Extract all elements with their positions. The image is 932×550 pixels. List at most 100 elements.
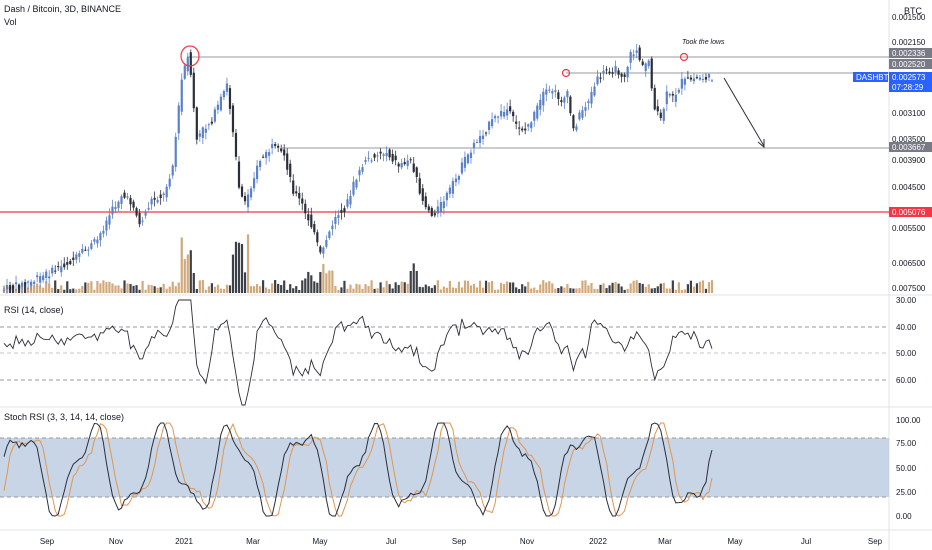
- candle-body: [370, 160, 373, 162]
- candle-body: [225, 83, 229, 92]
- candle-body: [183, 65, 186, 79]
- candle-body: [60, 266, 63, 273]
- candle-body: [557, 92, 560, 100]
- candle-body: [204, 128, 207, 133]
- currency-label[interactable]: BTC: [904, 6, 923, 16]
- volume-bar: [352, 288, 355, 293]
- volume-bar: [153, 286, 156, 293]
- candle-body: [496, 116, 500, 118]
- projection-arrow[interactable]: [723, 77, 765, 147]
- candle-body: [376, 155, 379, 157]
- price-label-text: 07:28:29: [892, 83, 924, 92]
- arrow-head-icon: [757, 139, 765, 149]
- candle-body: [662, 108, 665, 121]
- candle-body: [554, 90, 557, 92]
- annotation-text[interactable]: Took the lows: [682, 39, 725, 46]
- volume-bar: [111, 283, 114, 293]
- volume-bar: [159, 287, 162, 293]
- candle-body: [57, 266, 60, 268]
- price-label-bg: [889, 59, 932, 69]
- stoch-axis[interactable]: 100.00 75.00 50.00 25.00 0.00: [896, 416, 921, 521]
- rsi-title[interactable]: RSI (14, close): [4, 305, 64, 315]
- candle-body: [542, 91, 545, 106]
- time-axis-tick: Nov: [520, 537, 534, 546]
- volume-bar: [126, 283, 129, 293]
- volume-bar: [123, 280, 126, 293]
- volume-bar: [475, 287, 479, 293]
- volume-bar: [355, 283, 358, 293]
- volume-bar: [680, 289, 683, 293]
- volume-bar: [39, 285, 42, 293]
- candle-body: [286, 153, 289, 170]
- candle-body: [11, 285, 15, 289]
- candle-body: [23, 282, 27, 284]
- candle-body: [156, 199, 159, 203]
- candle-body: [295, 191, 298, 194]
- candle-body: [129, 197, 132, 205]
- stoch-rsi-title[interactable]: Stoch RSI (3, 3, 14, 14, close): [4, 412, 124, 422]
- time-axis[interactable]: Sep Nov 2021 Mar May Jul Sep Nov 2022 Mar May Jul Se…: [40, 537, 883, 546]
- highlight-circle-high[interactable]: [180, 45, 200, 67]
- candle-body: [409, 159, 412, 161]
- volume-bar: [210, 283, 213, 293]
- volume-bar: [442, 286, 445, 293]
- volume-bar: [349, 284, 352, 293]
- candle-body: [343, 208, 346, 213]
- volume-bar: [105, 282, 108, 293]
- highlight-circle-right[interactable]: [679, 52, 689, 62]
- volume-bar: [599, 284, 602, 293]
- candle-body: [445, 192, 448, 201]
- candle-body: [608, 71, 611, 74]
- candle-body: [644, 63, 647, 71]
- volume-bar: [277, 283, 280, 293]
- volume-bar: [412, 263, 415, 293]
- price-label: 0.002336: [889, 48, 932, 58]
- volume-bar: [551, 283, 554, 293]
- volume-bar: [90, 281, 93, 293]
- volume-bar: [457, 281, 461, 293]
- price-axis-tick: 0.003900: [892, 156, 926, 165]
- candle-body: [493, 116, 497, 119]
- candle-body: [487, 121, 491, 131]
- candle-body: [265, 151, 268, 158]
- candle-body: [656, 106, 659, 112]
- volume-bar: [343, 280, 346, 293]
- volume-bar: [439, 289, 442, 293]
- volume-bar: [557, 288, 560, 293]
- candle-body: [593, 86, 596, 96]
- volume-bar: [141, 280, 144, 293]
- candle-body: [484, 132, 488, 134]
- candle-body: [367, 157, 370, 159]
- candle-body: [147, 208, 150, 210]
- candle-body: [403, 162, 406, 165]
- candle-body: [261, 156, 265, 158]
- volume-label[interactable]: Vol: [4, 17, 17, 27]
- volume-bar: [93, 289, 96, 293]
- symbol-title[interactable]: Dash / Bitcoin, 3D, BINANCE: [4, 4, 121, 14]
- candle-body: [17, 285, 21, 289]
- price-label-bg: [889, 72, 932, 82]
- volume-bar: [382, 287, 385, 293]
- candle-body: [168, 178, 171, 187]
- candle-body: [635, 50, 638, 53]
- candle-body: [237, 161, 241, 188]
- rsi-axis[interactable]: 30.00 40.00 50.00 60.00: [896, 296, 917, 385]
- volume-bar: [292, 288, 295, 293]
- candle-body: [506, 109, 509, 116]
- candle-body: [686, 77, 689, 79]
- candle-body: [490, 119, 494, 127]
- candle-body: [385, 153, 388, 157]
- volume-bar: [301, 280, 304, 293]
- candle-body: [240, 186, 244, 197]
- highlight-circle-mid[interactable]: [561, 68, 571, 78]
- stoch-axis-tick: 75.00: [896, 439, 917, 448]
- candle-body: [144, 211, 147, 216]
- volume-bar: [298, 289, 301, 293]
- candle-body: [665, 91, 668, 105]
- candle-body: [81, 248, 84, 253]
- price-axis-tick: 0.001500: [892, 13, 926, 22]
- price-label-bg: [889, 82, 932, 92]
- volume-bar: [506, 281, 509, 293]
- candle-body: [518, 127, 521, 129]
